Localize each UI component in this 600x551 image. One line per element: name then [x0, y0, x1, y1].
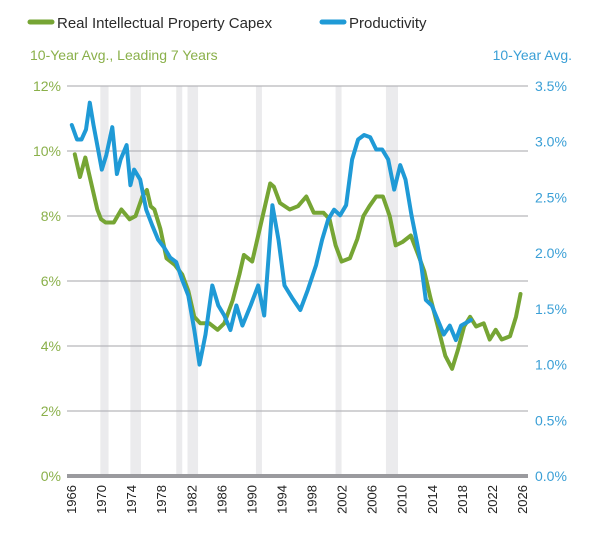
- right-tick-label: 0.5%: [535, 412, 567, 428]
- legend: Real Intellectual Property Capex Product…: [27, 15, 427, 32]
- x-tick-label: 1966: [64, 485, 79, 514]
- left-tick-label: 6%: [41, 273, 61, 289]
- right-tick-label: 2.5%: [535, 189, 567, 205]
- left-tick-label: 0%: [41, 468, 61, 484]
- x-tick-label: 1994: [274, 485, 289, 514]
- left-tick-label: 8%: [41, 208, 61, 224]
- x-axis-ticks: 1966 1970 1974 1978 1982 1986 1990 1994 1998 2002…: [64, 485, 530, 514]
- right-axis-title: 10-Year Avg.: [493, 47, 572, 63]
- left-tick-label: 12%: [33, 78, 61, 94]
- x-tick-label: 2010: [395, 485, 410, 514]
- x-tick-label: 1990: [244, 485, 259, 514]
- x-tick-label: 2014: [425, 485, 440, 514]
- left-tick-label: 4%: [41, 338, 61, 354]
- right-tick-label: 2.0%: [535, 245, 567, 261]
- x-tick-label: 1970: [94, 485, 109, 514]
- x-tick-label: 2022: [485, 485, 500, 514]
- legend-item-productivity: Productivity: [319, 15, 427, 32]
- x-tick-label: 2002: [335, 485, 350, 514]
- right-tick-label: 3.5%: [535, 78, 567, 94]
- x-tick-label: 1974: [124, 485, 139, 514]
- left-axis-ticks: 0% 2% 4% 6% 8% 10% 12%: [33, 78, 61, 484]
- x-tick-label: 2006: [365, 485, 380, 514]
- right-tick-label: 1.5%: [535, 301, 567, 317]
- legend-label-productivity: Productivity: [349, 15, 427, 32]
- x-tick-label: 1998: [305, 485, 320, 514]
- right-axis-ticks: 0.0% 0.5% 1.0% 1.5% 2.0% 2.5% 3.0% 3.5%: [535, 78, 567, 484]
- x-tick-label: 2026: [515, 485, 530, 514]
- right-tick-label: 3.0%: [535, 134, 567, 150]
- gridlines: [67, 85, 528, 478]
- x-tick-label: 1982: [184, 485, 199, 514]
- left-axis-title: 10-Year Avg., Leading 7 Years: [30, 47, 218, 63]
- right-tick-label: 1.0%: [535, 357, 567, 373]
- left-tick-label: 2%: [41, 403, 61, 419]
- legend-item-capex: Real Intellectual Property Capex: [27, 15, 273, 32]
- series-productivity: [69, 100, 473, 367]
- x-tick-label: 1986: [214, 485, 229, 514]
- legend-label-capex: Real Intellectual Property Capex: [57, 15, 273, 32]
- left-tick-label: 10%: [33, 143, 61, 159]
- right-tick-label: 0.0%: [535, 468, 567, 484]
- x-tick-label: 1978: [154, 485, 169, 514]
- x-tick-label: 2018: [455, 485, 470, 514]
- series-layer: [69, 100, 523, 371]
